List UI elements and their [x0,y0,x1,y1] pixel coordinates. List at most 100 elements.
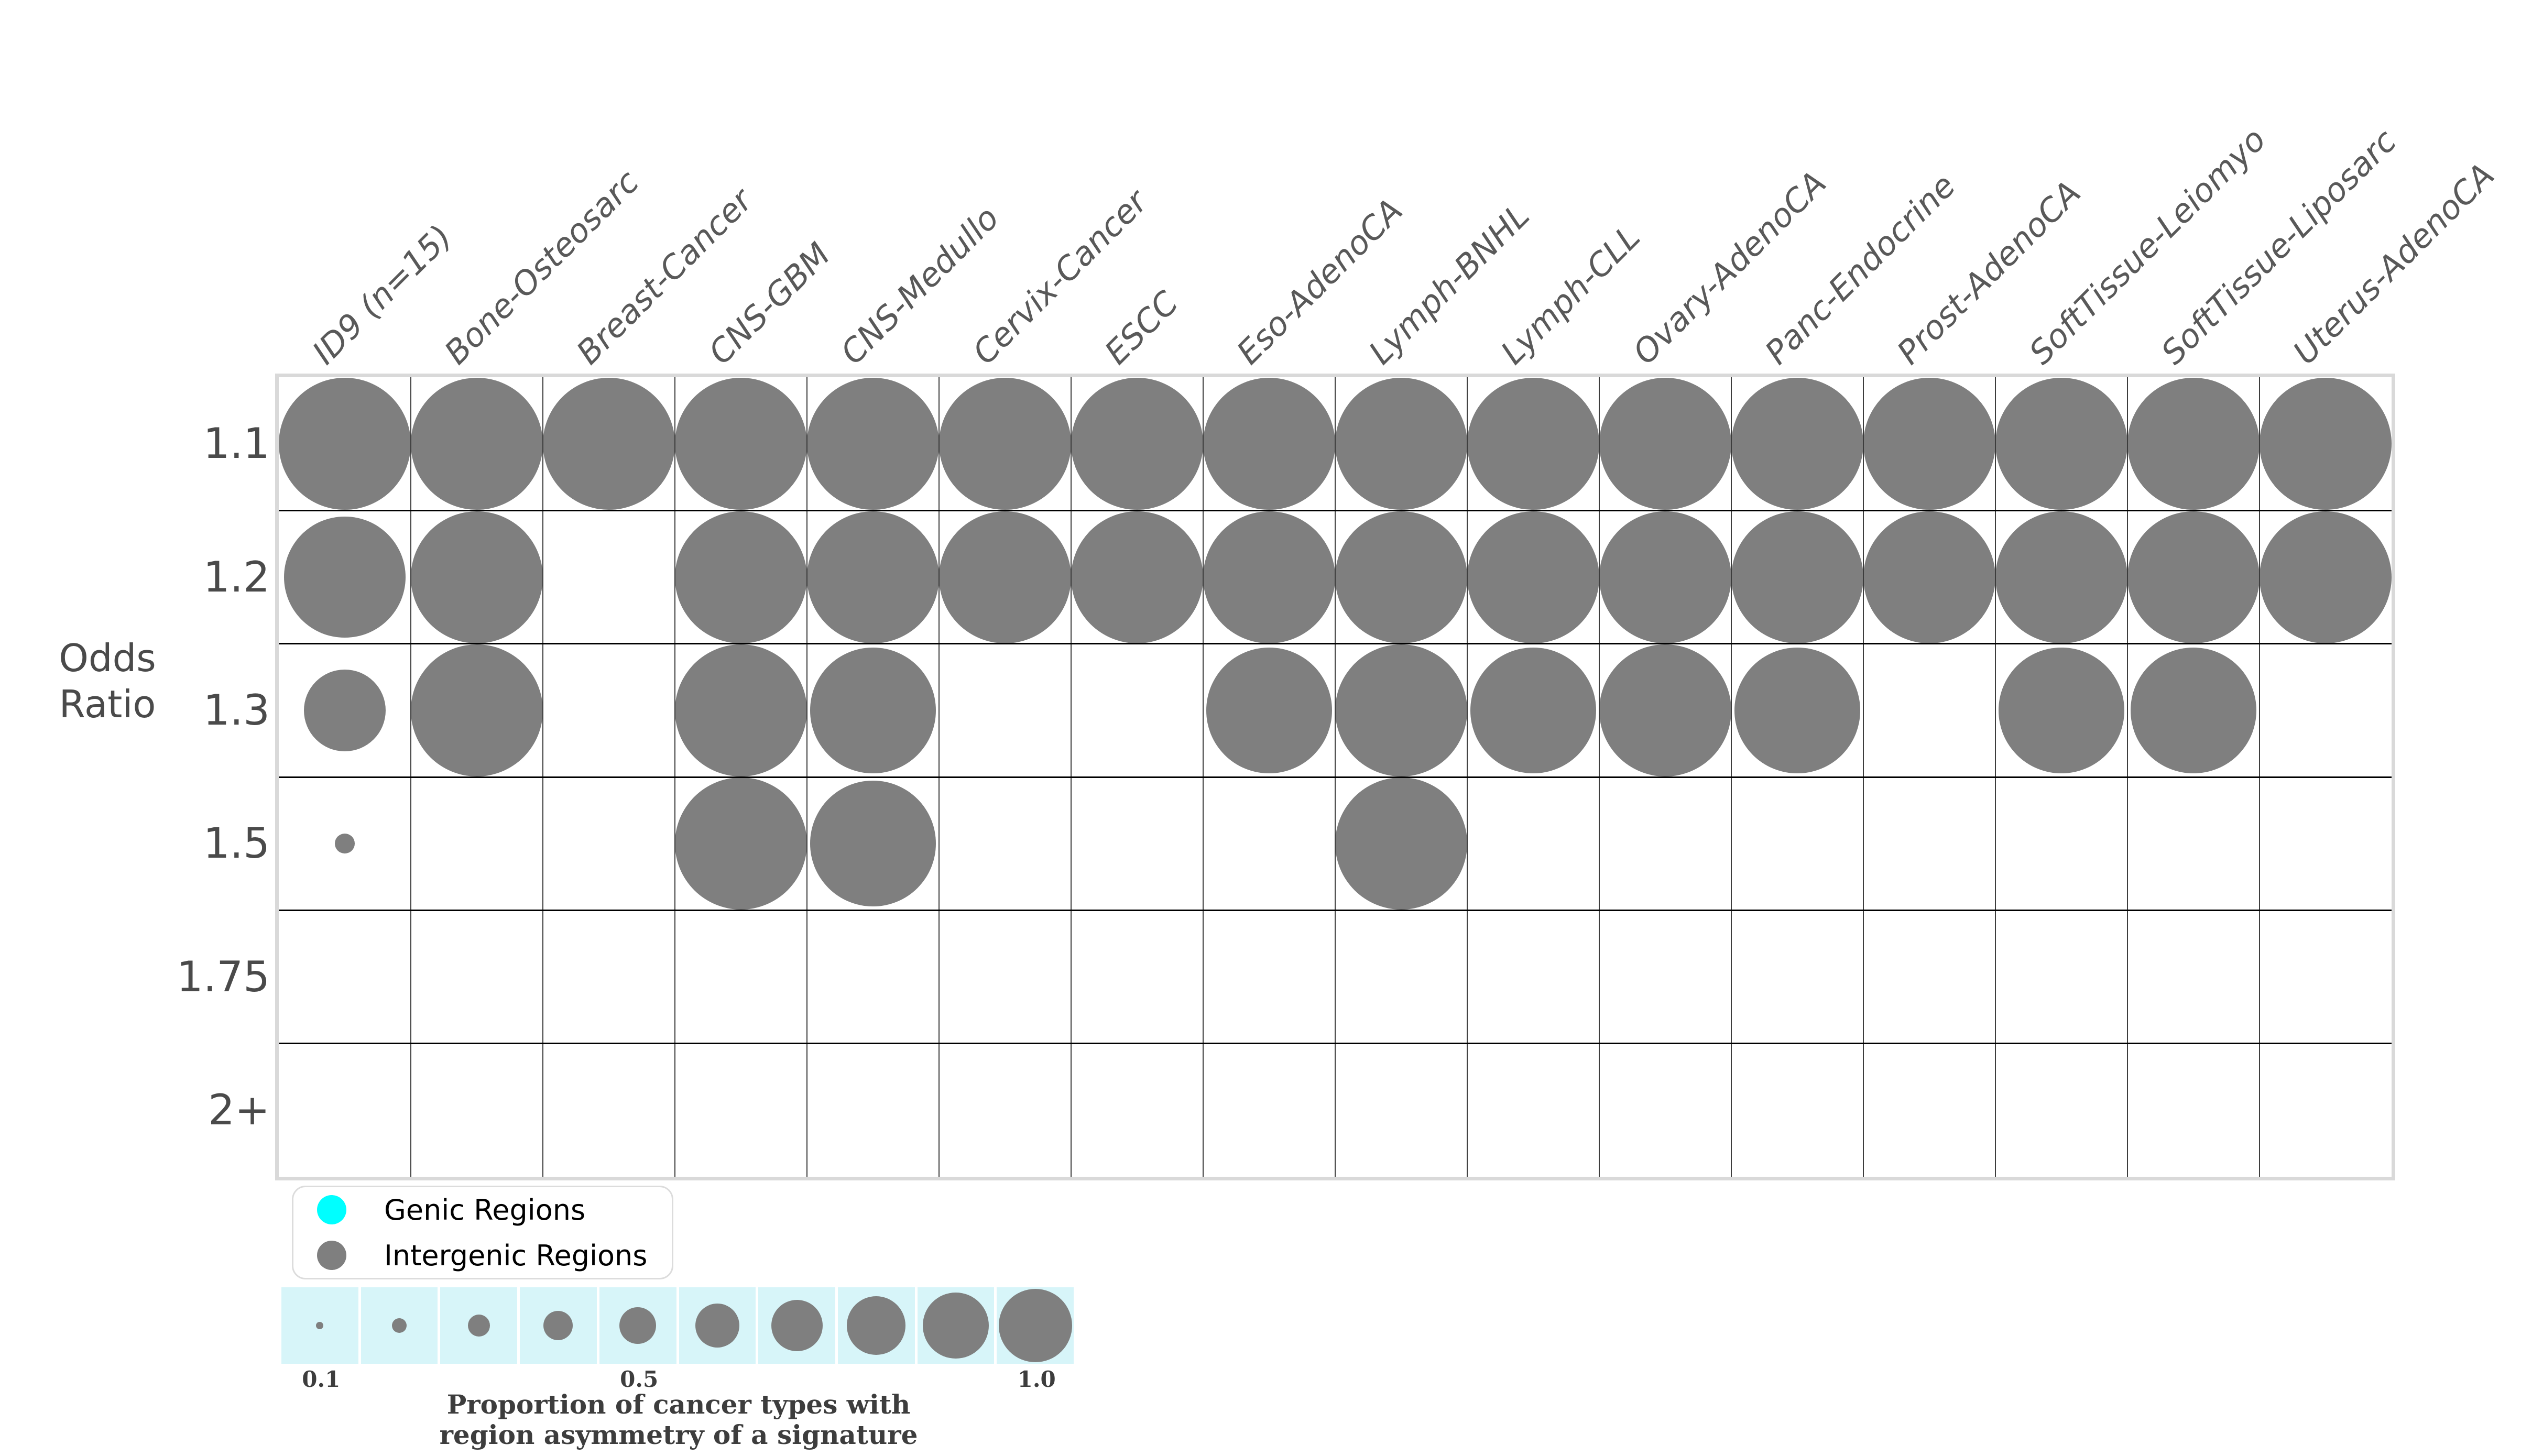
y-axis-title-line2: Ratio [59,682,156,726]
bubble-SoftTissue-Liposarc-1.1 [2127,378,2260,510]
row-label: 1.3 [203,685,270,735]
bubble-ID9 (n=15)-1.3 [303,669,386,751]
size-legend-cell [758,1287,835,1364]
bubble-SoftTissue-Leiomyo-1.2 [1995,511,2127,643]
bubble-CNS-Medullo-1.3 [810,648,936,773]
legend-item: Genic Regions [317,1194,672,1227]
size-legend-cell [997,1287,1074,1364]
bubble-CNS-GBM-1.2 [675,511,807,643]
size-legend-dot [922,1293,989,1359]
color-legend: Genic Regions Intergenic Regions [292,1186,673,1279]
bubble-Breast-Cancer-1.1 [543,378,675,510]
column-label: SoftTissue-Liposarc [2153,122,2404,372]
size-legend-dot [847,1296,906,1355]
size-legend-dot [771,1300,823,1351]
grid-line-horizontal [279,509,2392,511]
grid-line-horizontal [279,1043,2392,1045]
bubble-Lymph-BNHL-1.3 [1335,644,1467,776]
size-legend-cell [440,1287,518,1364]
bubble-Panc-Endocrine-1.3 [1734,648,1860,773]
bubble-SoftTissue-Liposarc-1.2 [2127,511,2260,643]
size-legend-cell [361,1287,438,1364]
bubble-Lymph-CLL-1.1 [1467,378,1599,510]
y-axis-title-line1: Odds [59,636,156,680]
bubble-grid [275,374,2395,1180]
bubble-Lymph-BNHL-1.5 [1335,778,1467,910]
size-legend-dot [316,1322,324,1329]
size-legend-cell [599,1287,676,1364]
legend-item: Intergenic Regions [317,1239,672,1272]
bubble-SoftTissue-Leiomyo-1.3 [1999,648,2124,773]
bubble-SoftTissue-Liposarc-1.3 [2131,648,2256,773]
column-label: Lymph-CLL [1493,217,1647,372]
bubble-ESCC-1.1 [1071,378,1203,510]
bubble-Prost-AdenoCA-1.2 [1863,511,1995,643]
row-label: 1.1 [203,419,270,468]
size-legend-dot [543,1311,573,1340]
bubble-Eso-AdenoCA-1.2 [1203,511,1335,643]
legend-label: Genic Regions [384,1193,586,1227]
grid-line-horizontal [279,909,2392,911]
bubble-Bone-Osteosarc-1.3 [411,644,543,776]
size-legend-caption-line2: region asymmetry of a signature [439,1419,918,1450]
bubble-Panc-Endocrine-1.2 [1731,511,1863,643]
size-legend-tick-label: 0.1 [302,1366,341,1392]
size-legend-dot [392,1318,407,1333]
legend-swatch-circle [317,1195,346,1224]
bubble-Uterus-AdenoCA-1.2 [2260,511,2392,643]
bubble-Lymph-BNHL-1.1 [1335,378,1467,510]
bubble-CNS-GBM-1.1 [675,378,807,510]
column-label: CNS-GBM [701,235,838,372]
bubble-Lymph-BNHL-1.2 [1335,511,1467,643]
size-legend-dot [467,1315,490,1337]
legend-label: Intergenic Regions [384,1239,648,1272]
size-legend-strip [281,1287,1074,1364]
bubble-Ovary-AdenoCA-1.1 [1599,378,1731,510]
bubble-Cervix-Cancer-1.1 [939,378,1071,510]
bubble-Lymph-CLL-1.3 [1470,648,1596,773]
bubble-CNS-GBM-1.5 [675,778,807,910]
bubble-ID9 (n=15)-1.1 [279,378,411,510]
bubble-ID9 (n=15)-1.5 [335,834,355,854]
size-legend-cell [520,1287,597,1364]
bubble-ID9 (n=15)-1.2 [284,516,406,638]
size-legend-cell [281,1287,358,1364]
size-legend-dot [619,1307,657,1344]
row-label: 2+ [208,1085,270,1134]
row-label: 1.2 [203,552,270,601]
bubble-Eso-AdenoCA-1.1 [1203,378,1335,510]
bubble-CNS-Medullo-1.5 [810,781,936,906]
size-legend-cell [679,1287,756,1364]
grid-line-horizontal [279,776,2392,778]
bubble-Uterus-AdenoCA-1.1 [2260,378,2392,510]
bubble-Bone-Osteosarc-1.2 [411,511,543,643]
bubble-Ovary-AdenoCA-1.2 [1599,511,1731,643]
bubble-Panc-Endocrine-1.1 [1731,378,1863,510]
bubble-Prost-AdenoCA-1.1 [1863,378,1995,510]
bubble-CNS-Medullo-1.2 [807,511,939,643]
bubble-ESCC-1.2 [1071,511,1203,643]
bubble-Ovary-AdenoCA-1.3 [1599,644,1731,776]
bubble-Bone-Osteosarc-1.1 [411,378,543,510]
column-label: ID9 (n=15) [304,217,460,372]
size-legend-cell [917,1287,995,1364]
bubble-CNS-Medullo-1.1 [807,378,939,510]
size-legend-tick-label: 0.5 [620,1366,659,1392]
row-label: 1.5 [203,819,270,868]
size-legend-caption-line1: Proportion of cancer types with [446,1389,911,1420]
column-label: ESCC [1097,283,1186,372]
size-legend-dot [695,1304,739,1348]
row-label: 1.75 [176,952,270,1001]
bubble-Lymph-CLL-1.2 [1467,511,1599,643]
bubble-Cervix-Cancer-1.2 [939,511,1071,643]
size-legend-caption: Proportion of cancer types with region a… [338,1389,1019,1450]
grid-line-horizontal [279,643,2392,645]
size-legend-dot [998,1289,1072,1362]
bubble-Eso-AdenoCA-1.3 [1206,648,1332,773]
size-legend-cell [837,1287,915,1364]
y-axis-title: Odds Ratio [29,635,186,727]
size-legend-tick-label: 1.0 [1017,1366,1056,1392]
bubble-SoftTissue-Leiomyo-1.1 [1995,378,2127,510]
column-label: SoftTissue-Leiomyo [2021,120,2273,372]
